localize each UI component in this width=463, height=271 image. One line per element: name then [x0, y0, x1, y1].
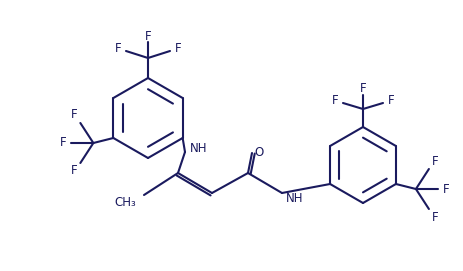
Text: F: F	[60, 137, 67, 150]
Text: NH: NH	[286, 192, 304, 205]
Text: F: F	[71, 164, 78, 178]
Text: F: F	[332, 95, 338, 108]
Text: F: F	[115, 43, 121, 56]
Text: F: F	[443, 182, 449, 195]
Text: NH: NH	[190, 141, 207, 154]
Text: F: F	[71, 108, 78, 121]
Text: F: F	[360, 82, 366, 95]
Text: F: F	[388, 95, 394, 108]
Text: F: F	[144, 30, 151, 43]
Text: F: F	[432, 211, 438, 224]
Text: F: F	[175, 43, 181, 56]
Text: CH₃: CH₃	[114, 195, 136, 208]
Text: O: O	[254, 146, 263, 159]
Text: F: F	[432, 154, 438, 167]
